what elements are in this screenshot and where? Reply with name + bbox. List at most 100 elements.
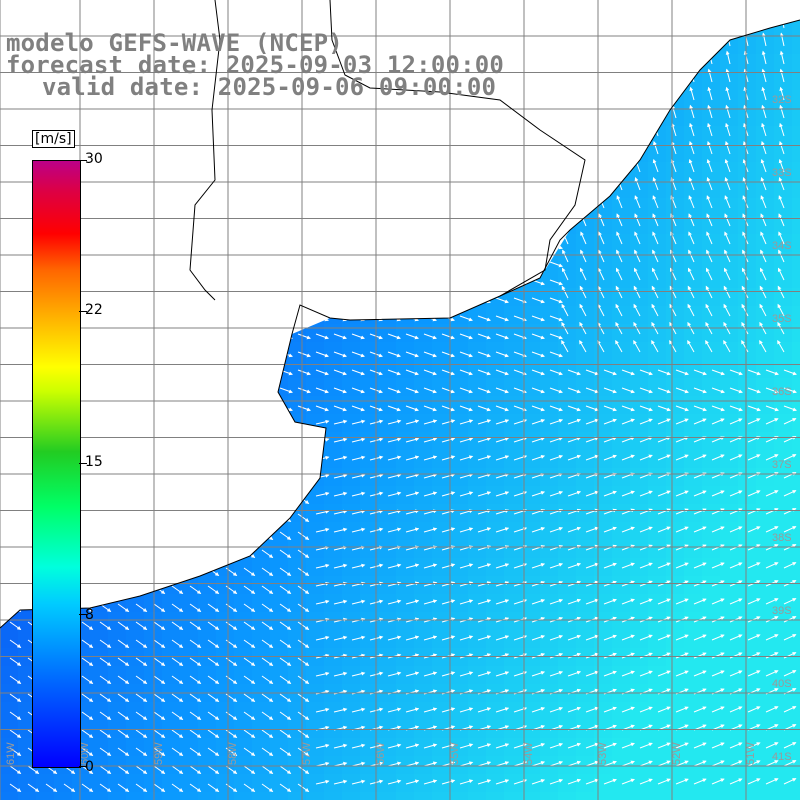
wind-speed-cell (702, 378, 720, 396)
wind-speed-cell (594, 540, 612, 558)
wind-speed-cell (756, 72, 774, 90)
wind-speed-cell (540, 774, 558, 792)
wind-speed-cell (306, 378, 324, 396)
wind-speed-cell (648, 396, 666, 414)
longitude-label: 55W (449, 742, 461, 765)
wind-speed-cell (396, 576, 414, 594)
wind-speed-cell (504, 738, 522, 756)
wind-speed-cell (486, 792, 504, 800)
wind-speed-cell (738, 576, 756, 594)
wind-arrow (689, 86, 695, 101)
wind-arrow (725, 68, 731, 83)
wind-speed-cell (504, 342, 522, 360)
wind-speed-cell (684, 432, 702, 450)
wind-speed-cell (792, 36, 800, 54)
wind-speed-cell (450, 666, 468, 684)
wind-speed-cell (630, 540, 648, 558)
wind-speed-cell (720, 756, 738, 774)
wind-speed-cell (342, 324, 360, 342)
wind-speed-cell (594, 414, 612, 432)
wind-speed-cell (342, 702, 360, 720)
wind-speed-cell (648, 756, 666, 774)
wind-speed-cell (666, 108, 684, 126)
wind-speed-cell (594, 576, 612, 594)
wind-arrow (725, 50, 731, 65)
wind-speed-cell (450, 378, 468, 396)
wind-speed-cell (774, 702, 792, 720)
wind-speed-cell (360, 774, 378, 792)
wind-speed-cell (630, 738, 648, 756)
wind-speed-cell (0, 738, 18, 756)
wind-speed-cell (234, 792, 252, 800)
wind-speed-cell (792, 612, 800, 630)
wind-speed-cell (576, 414, 594, 432)
wind-speed-cell (684, 558, 702, 576)
wind-speed-cell (648, 450, 666, 468)
wind-speed-cell (540, 504, 558, 522)
wind-speed-cell (18, 756, 36, 774)
wind-arrow (707, 86, 713, 101)
wind-speed-cell (468, 666, 486, 684)
wind-speed-cell (738, 396, 756, 414)
wind-speed-cell (792, 144, 800, 162)
wind-speed-cell (648, 630, 666, 648)
wind-arrow (671, 104, 677, 119)
wind-speed-cell (198, 594, 216, 612)
wind-speed-cell (774, 162, 792, 180)
wind-speed-cell (486, 702, 504, 720)
wind-speed-cell (414, 702, 432, 720)
wind-speed-cell (252, 576, 270, 594)
wind-speed-cell (540, 342, 558, 360)
wind-speed-cell (18, 612, 36, 630)
wind-speed-cell (360, 504, 378, 522)
wind-speed-cell (288, 774, 306, 792)
wind-speed-cell (108, 738, 126, 756)
wind-speed-cell (126, 666, 144, 684)
wind-speed-cell (198, 792, 216, 800)
wind-speed-cell (558, 612, 576, 630)
wind-speed-cell (306, 342, 324, 360)
wind-speed-cell (540, 756, 558, 774)
wind-speed-cell (306, 666, 324, 684)
wind-speed-cell (234, 612, 252, 630)
wind-speed-cell (324, 450, 342, 468)
wind-speed-cell (432, 432, 450, 450)
wind-speed-cell (522, 342, 540, 360)
wind-speed-cell (648, 468, 666, 486)
latitude-label: 40S (772, 678, 792, 690)
wind-speed-cell (666, 360, 684, 378)
wind-speed-cell (666, 774, 684, 792)
wind-speed-cell (18, 702, 36, 720)
wind-speed-cell (720, 612, 738, 630)
wind-speed-cell (684, 450, 702, 468)
wind-speed-cell (702, 540, 720, 558)
wind-speed-cell (108, 756, 126, 774)
wind-speed-cell (504, 378, 522, 396)
wind-speed-cell (288, 378, 306, 396)
wind-speed-cell (126, 630, 144, 648)
wind-speed-cell (414, 450, 432, 468)
wind-arrow (761, 68, 767, 83)
wind-speed-cell (54, 774, 72, 792)
wind-speed-cell (306, 702, 324, 720)
wind-speed-cell (306, 774, 324, 792)
wind-speed-cell (270, 738, 288, 756)
wind-speed-cell (702, 522, 720, 540)
wind-speed-cell (360, 396, 378, 414)
wind-speed-cell (450, 702, 468, 720)
wind-speed-cell (792, 738, 800, 756)
wind-speed-cell (378, 360, 396, 378)
wind-speed-cell (540, 522, 558, 540)
wind-speed-cell (792, 108, 800, 126)
wind-speed-cell (432, 342, 450, 360)
wind-speed-cell (612, 198, 630, 216)
wind-speed-cell (630, 630, 648, 648)
wind-speed-cell (468, 522, 486, 540)
wind-speed-cell (252, 666, 270, 684)
wind-speed-cell (468, 612, 486, 630)
wind-speed-cell (108, 774, 126, 792)
wind-speed-cell (468, 774, 486, 792)
wind-speed-cell (486, 522, 504, 540)
wind-speed-cell (432, 594, 450, 612)
wind-speed-cell (630, 450, 648, 468)
